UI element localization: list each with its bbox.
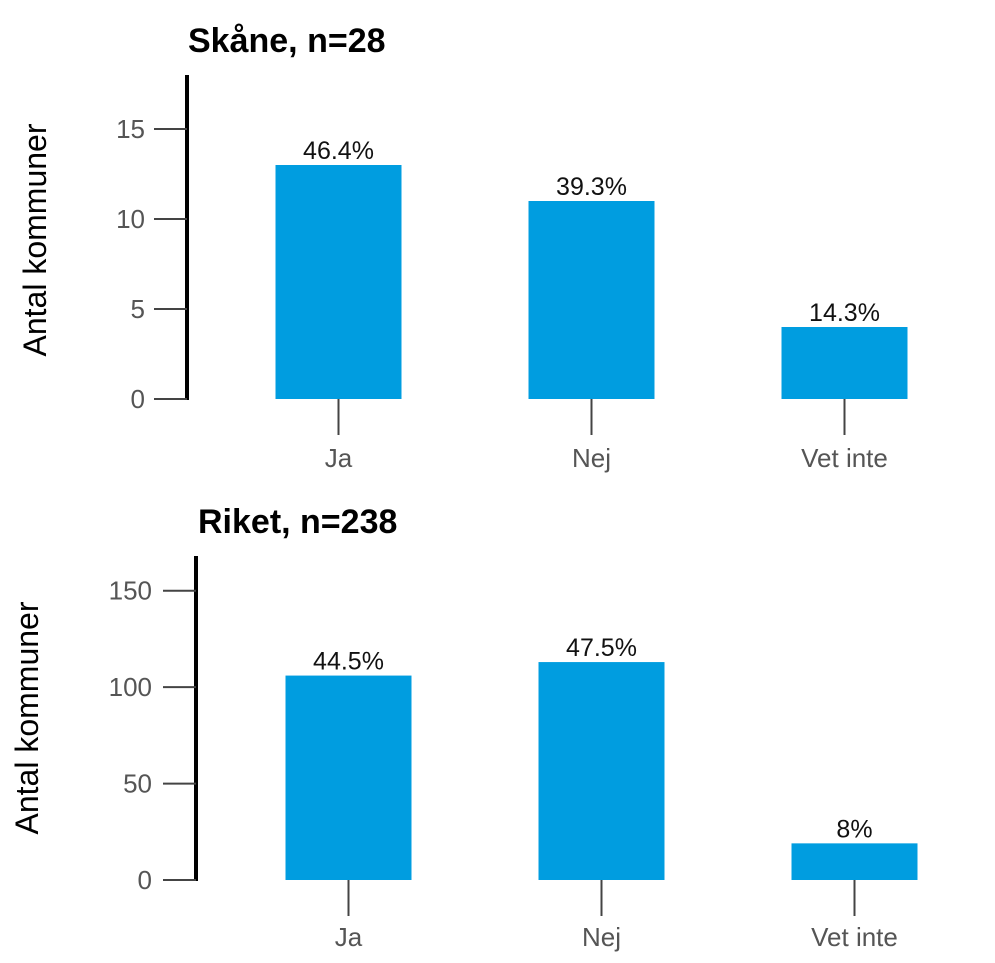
- x-tick-label: Ja: [335, 922, 363, 952]
- y-axis-label: Antal kommuner: [17, 123, 53, 356]
- bar: [781, 327, 908, 399]
- x-tick-label: Vet inte: [801, 443, 888, 473]
- bar: [538, 662, 665, 880]
- y-tick-label: 15: [116, 114, 145, 144]
- x-tick-label: Nej: [582, 922, 621, 952]
- chart-skane: Skåne, n=28 Antal kommuner 0 5 10 15 46.4% Ja…: [17, 22, 908, 473]
- y-tick-label: 0: [131, 384, 145, 414]
- chart-riket: Riket, n=238 Antal kommuner 0 50 100 150 44.…: [9, 503, 918, 952]
- data-label: 46.4%: [303, 137, 374, 165]
- bar: [285, 675, 412, 880]
- data-label: 14.3%: [809, 299, 880, 327]
- y-tick-label: 100: [109, 672, 152, 702]
- chart-title: Skåne, n=28: [188, 22, 386, 60]
- data-label: 44.5%: [313, 648, 384, 676]
- x-tick-label: Ja: [325, 443, 353, 473]
- x-tick-label: Nej: [572, 443, 611, 473]
- y-tick-label: 5: [131, 294, 145, 324]
- x-tick-label: Vet inte: [811, 922, 898, 952]
- data-label: 39.3%: [556, 173, 627, 201]
- y-tick-label: 10: [116, 204, 145, 234]
- plot-area: 0 5 10 15 46.4% Ja 39.3% Nej 14.3% Vet inte: [116, 75, 908, 473]
- bar: [528, 201, 655, 399]
- plot-area: 0 50 100 150 44.5% Ja 47.5% Nej 8% Vet inte: [109, 556, 918, 952]
- y-tick-label: 150: [109, 576, 152, 606]
- y-tick-label: 50: [123, 769, 152, 799]
- bar: [275, 165, 402, 399]
- bar: [791, 843, 918, 880]
- y-axis-label: Antal kommuner: [9, 601, 45, 834]
- data-label: 47.5%: [566, 634, 637, 662]
- data-label: 8%: [836, 815, 872, 843]
- y-tick-label: 0: [138, 865, 152, 895]
- chart-title: Riket, n=238: [198, 503, 397, 541]
